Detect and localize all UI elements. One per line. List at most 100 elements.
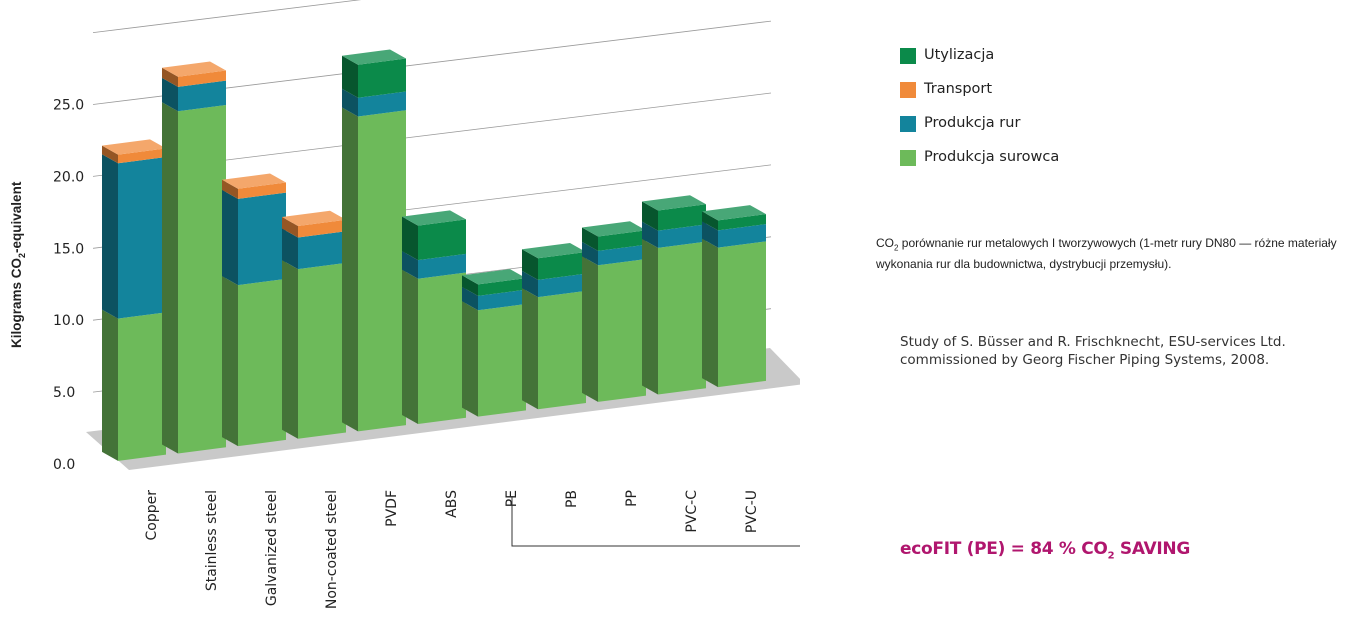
legend-label: Produkcja rur [924,115,1021,131]
bar-segment-side [102,145,118,164]
bar-segment-side [642,201,658,231]
bar-top-cap [102,139,166,155]
legend-label: Produkcja surowca [924,149,1060,165]
bar-segment-side [462,286,478,311]
bar-segment-side [402,216,418,261]
x-tick-label: Stainless steel [204,490,220,591]
bar-segment-front [178,80,226,112]
bar-segment-side [642,221,658,248]
bar-segment-front [418,219,466,261]
bar-segment-front [358,110,406,432]
bar-segment-front [238,182,286,199]
bar-segment-front [238,192,286,286]
bar-segment-front [598,244,646,266]
y-axis-label: Kilograms CO2-equivalent [9,181,27,348]
bar-segment-side [342,55,358,98]
y-tick-label: 20.0 [53,169,84,185]
y-tick-label: 15.0 [53,241,84,257]
bar-segment-front [118,312,166,461]
bar-segment-front [418,272,466,425]
bar-top-cap [642,195,706,211]
bar-segment-side [102,154,118,319]
bar-segment-front [298,231,346,270]
chart-caption: CO2 porównanie rur metalowych I tworzywo… [876,236,1337,272]
gridline [92,0,362,33]
y-tick-label: 5.0 [53,385,75,401]
bar-segment-side [282,216,298,238]
bar-segment-front [658,224,706,248]
bar-segment-side [222,189,238,286]
x-tick-label: PB [564,490,580,508]
legend-swatch [900,150,916,166]
bar-segment-front [358,91,406,117]
x-tick-label: Non-coated steel [324,490,340,609]
bar-segment-front [178,105,226,454]
x-tick-label: PVC-U [744,490,760,533]
bar-top-cap [582,221,646,237]
chart-plot: 0.0 5.0 10.0 15.0 20.0 25.0 Copper Stainless st… [53,0,800,609]
bar-top-cap [222,173,286,189]
bar-segment-side [702,238,718,388]
y-tick-label: 25.0 [53,98,84,114]
x-tick-label: Galvanized steel [264,490,280,606]
bar-segment-front [298,219,346,238]
bar-segment-front [658,204,706,231]
bar-segment-front [538,273,586,298]
bar-segment-front [178,70,226,87]
x-tick-label: Copper [144,490,160,541]
bar-segment-side [162,102,178,454]
bar-top-cap [342,49,406,65]
bar-segment-front [298,262,346,439]
legend-swatch [900,48,916,64]
bar-segment-front [238,278,286,447]
bar-top-cap [282,210,346,226]
bar-segment-side [282,228,298,270]
bar-segment-side [702,221,718,248]
bar-top-cap [402,210,466,226]
bar-segment-front [418,253,466,279]
bar-segment-side [582,256,598,402]
bar-segment-side [522,270,538,298]
bar-segment-side [402,269,418,425]
bar-segment-front [538,290,586,410]
y-tick-label: 0.0 [53,457,75,473]
bar-segment-front [118,148,166,164]
bar-segment-front [718,224,766,248]
bar-segment-front [658,241,706,395]
bar-top-cap [462,269,526,285]
bar-segment-side [162,67,178,87]
x-tick-label: PVC-C [684,490,700,533]
x-tick-label: PVDF [384,490,400,527]
legend-swatch [900,116,916,132]
bar-segment-front [118,157,166,319]
legend-label: Transport [924,81,993,97]
bar-segment-side [162,77,178,112]
bar-segment-front [598,230,646,251]
bar-segment-side [702,211,718,231]
bar-segment-side [582,227,598,251]
bar-segment-front [718,214,766,231]
bar-segment-side [462,301,478,417]
y-tick-label: 10.0 [53,313,84,329]
bar-segment-side [462,275,478,296]
ecofit-callout: ecoFIT (PE) = 84 % CO2 SAVING [900,539,1190,562]
bar-segment-side [342,107,358,432]
x-tick-label: PP [624,490,640,507]
bar-segment-side [222,179,238,199]
bar-segment-side [642,238,658,395]
bar-segment-front [598,259,646,402]
bar-segment-front [358,58,406,98]
x-tick-label: ABS [444,490,460,518]
bar-segment-front [478,303,526,417]
bar-segment-side [282,260,298,439]
bar-segment-side [102,309,118,461]
legend-label: Utylizacja [924,47,995,63]
bar-segment-side [582,241,598,266]
bar-top-cap [702,205,766,221]
bar-segment-front [478,278,526,296]
bar-segment-front [478,289,526,311]
legend-swatch [900,82,916,98]
bar-segment-side [522,288,538,410]
bar-segment-front [538,252,586,280]
bar-segment-side [342,88,358,117]
